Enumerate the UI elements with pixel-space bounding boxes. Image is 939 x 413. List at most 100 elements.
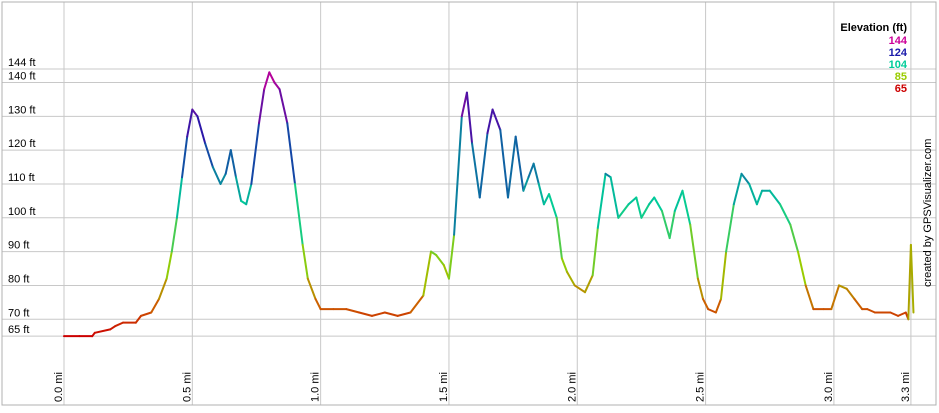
elevation-segment-0-113 [897, 311, 907, 317]
elevation-segment-0-94 [748, 182, 758, 206]
elevation-segment-0-15 [186, 108, 194, 138]
legend-entry-1: 124 [889, 47, 908, 59]
x-tick-label-6: 3.0 mi [823, 372, 835, 402]
grid-lines [2, 2, 936, 405]
elevation-segment-0-73 [604, 172, 612, 179]
y-tick-label-9: 144 ft [8, 57, 36, 69]
elevation-segment-0-76 [627, 196, 638, 206]
elevation-segment-0-25 [245, 182, 253, 206]
elevation-segment-0-70 [583, 274, 594, 294]
elevation-segment-0-97 [768, 189, 782, 206]
elevation-segment-0-27 [258, 88, 266, 125]
elevation-segment-0-57 [499, 128, 509, 199]
elevation-segment-0-104 [830, 284, 841, 311]
elevation-segment-0-47 [435, 253, 445, 267]
elevation-segment-0-71 [591, 226, 599, 277]
elevation-segment-0-16 [191, 108, 199, 118]
elevation-segment-0-22 [229, 149, 237, 179]
y-tick-label-2: 80 ft [8, 273, 29, 285]
elevation-segment-0-86 [696, 277, 705, 300]
elevation-segment-0-11 [165, 250, 173, 280]
y-tick-label-6: 120 ft [8, 138, 36, 150]
elevation-segment-0-53 [471, 142, 481, 199]
y-tick-label-3: 90 ft [8, 240, 29, 252]
elevation-segment-0-67 [560, 257, 569, 273]
elevation-segment-0-66 [555, 216, 563, 260]
legend-entry-0: 144 [889, 35, 908, 47]
y-tick-label-7: 130 ft [8, 104, 36, 116]
credit-text: created by GPSVisualizer.com [922, 139, 934, 287]
elevation-segment-0-92 [732, 172, 743, 206]
elevation-segment-0-17 [196, 115, 207, 145]
elevation-segment-0-54 [478, 132, 489, 199]
elevation-segment-0-77 [635, 196, 643, 219]
elevation-segment-0-81 [660, 210, 671, 240]
elevation-segment-0-45 [422, 250, 432, 297]
y-tick-label-0: 65 ft [8, 324, 29, 336]
x-tick-label-7: 3.3 mi [900, 372, 912, 402]
elevation-segment-0-60 [522, 176, 530, 192]
elevation-segment-0-80 [653, 196, 663, 213]
x-tick-label-1: 0.5 mi [181, 372, 193, 402]
elevation-segment-0-79 [648, 196, 656, 206]
elevation-segment-0-39 [345, 308, 361, 314]
elevation-segment-0-61 [527, 162, 535, 179]
elevation-segment-0-35 [306, 277, 317, 300]
elevation-segment-0-8 [139, 311, 153, 317]
legend-entry-3: 85 [895, 71, 907, 83]
elevation-segment-0-55 [486, 108, 494, 135]
elevation-segment-0-90 [719, 250, 728, 300]
elevation-segment-0-40 [358, 311, 373, 317]
legend-title: Elevation (ft) [840, 22, 907, 34]
legend-entry-4: 65 [895, 83, 907, 95]
elevation-segment-0-10 [157, 277, 168, 300]
elevation-segment-0-83 [673, 189, 684, 213]
elevation-segment-0-49 [447, 233, 456, 280]
elevation-line [63, 71, 915, 338]
y-axis-tick-labels: 65 ft 70 ft 80 ft 90 ft 100 ft 110 ft 120 ft 13… [8, 57, 36, 336]
elevation-segment-0-30 [273, 81, 281, 91]
x-tick-label-4: 2.0 mi [566, 372, 578, 402]
elevation-segment-0-89 [714, 297, 722, 314]
elevation-segment-0-59 [514, 135, 525, 192]
elevation-segment-0-72 [596, 172, 607, 229]
elevation-segment-0-91 [725, 203, 735, 253]
elevation-segment-0-100 [796, 250, 807, 287]
elevation-segment-0-28 [263, 71, 271, 91]
elevation-segment-0-65 [548, 193, 558, 219]
elevation-segment-0-13 [175, 176, 184, 219]
y-tick-label-4: 100 ft [8, 206, 36, 218]
x-axis-tick-labels: 0.0 mi 0.5 mi 1.0 mi 1.5 mi 2.0 mi 2.5 mi 3.0 … [53, 372, 912, 402]
elevation-segment-0-88 [707, 308, 717, 314]
elevation-segment-0-63 [537, 182, 545, 206]
legend-entry-2: 104 [889, 59, 908, 71]
elevation-segment-0-5 [114, 321, 125, 328]
elevation-segment-0-50 [453, 115, 463, 236]
elevation-segment-0-21 [224, 149, 232, 175]
elevation-segment-0-74 [609, 176, 620, 219]
elevation-segment-0-46 [429, 250, 438, 256]
elevation-segment-0-85 [689, 223, 699, 280]
elevation-segment-0-32 [286, 122, 296, 185]
elevation-segment-0-98 [779, 203, 792, 226]
elevation-segment-0-64 [542, 193, 551, 206]
elevation-segment-0-116 [909, 243, 915, 314]
elevation-segment-0-29 [268, 71, 276, 84]
elevation-segment-0-82 [668, 210, 676, 240]
elevation-segment-0-95 [755, 189, 764, 206]
x-tick-label-2: 1.0 mi [310, 372, 322, 402]
elevation-segment-0-36 [314, 297, 322, 311]
elevation-segment-0-75 [617, 203, 630, 219]
elevation-segment-0-52 [465, 91, 474, 145]
elevation-segment-0-18 [204, 142, 214, 169]
elevation-segment-0-14 [181, 135, 189, 179]
elevation-segment-0-99 [789, 223, 799, 253]
elevation-segment-0-56 [491, 108, 502, 131]
elevation-segment-0-12 [170, 216, 178, 253]
elevation-segment-0-78 [640, 203, 651, 219]
elevation-segment-0-84 [681, 189, 692, 226]
elevation-segment-0-69 [573, 284, 586, 294]
x-tick-label-0: 0.0 mi [53, 372, 65, 402]
